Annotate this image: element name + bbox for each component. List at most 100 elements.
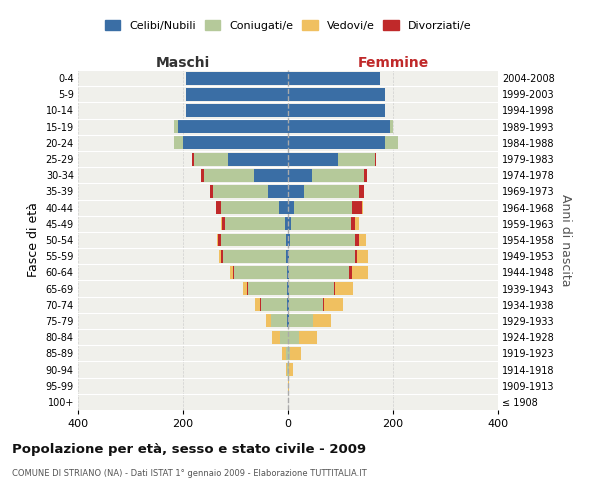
Bar	[338, 152, 374, 166]
Bar	[235, 266, 287, 279]
Bar	[288, 185, 304, 198]
Bar	[359, 185, 364, 198]
Bar	[287, 314, 288, 328]
Bar	[248, 282, 287, 295]
Bar	[222, 218, 225, 230]
Bar	[288, 298, 289, 311]
Bar	[247, 282, 248, 295]
Bar	[355, 234, 359, 246]
Bar	[227, 152, 288, 166]
Bar	[288, 152, 338, 166]
Bar	[288, 104, 385, 117]
Bar	[289, 250, 355, 262]
Bar	[288, 347, 290, 360]
Bar	[221, 250, 223, 262]
Bar	[173, 120, 178, 133]
Y-axis label: Anni di nascita: Anni di nascita	[559, 194, 572, 286]
Bar	[183, 136, 288, 149]
Bar	[290, 347, 301, 360]
Bar	[287, 298, 288, 311]
Bar	[244, 282, 247, 295]
Bar	[193, 152, 227, 166]
Bar	[286, 234, 288, 246]
Bar	[271, 314, 287, 328]
Bar	[288, 330, 299, 344]
Bar	[286, 363, 287, 376]
Bar	[213, 185, 268, 198]
Bar	[278, 201, 288, 214]
Bar	[289, 266, 349, 279]
Bar	[215, 201, 221, 214]
Bar	[288, 201, 295, 214]
Bar	[288, 250, 289, 262]
Bar	[178, 120, 288, 133]
Bar	[352, 266, 368, 279]
Bar	[202, 169, 204, 181]
Bar	[217, 234, 218, 246]
Bar	[335, 282, 353, 295]
Bar	[288, 314, 289, 328]
Bar	[290, 218, 351, 230]
Bar	[210, 185, 213, 198]
Bar	[272, 330, 280, 344]
Y-axis label: Fasce di età: Fasce di età	[27, 202, 40, 278]
Bar	[351, 218, 355, 230]
Bar	[287, 363, 288, 376]
Bar	[288, 234, 290, 246]
Bar	[288, 282, 289, 295]
Bar	[323, 298, 324, 311]
Bar	[355, 250, 358, 262]
Bar	[288, 169, 311, 181]
Bar	[288, 266, 289, 279]
Bar	[349, 266, 352, 279]
Bar	[359, 234, 366, 246]
Bar	[286, 218, 288, 230]
Bar	[334, 282, 335, 295]
Bar	[230, 266, 233, 279]
Bar	[385, 136, 398, 149]
Bar	[355, 218, 359, 230]
Bar	[221, 201, 278, 214]
Bar	[290, 234, 355, 246]
Text: Femmine: Femmine	[358, 56, 428, 70]
Bar	[282, 347, 286, 360]
Bar	[254, 169, 288, 181]
Bar	[260, 298, 287, 311]
Text: Popolazione per età, sesso e stato civile - 2009: Popolazione per età, sesso e stato civil…	[12, 442, 366, 456]
Bar	[288, 72, 380, 85]
Bar	[361, 201, 363, 214]
Bar	[221, 234, 286, 246]
Bar	[280, 330, 288, 344]
Bar	[185, 72, 288, 85]
Bar	[288, 363, 289, 376]
Bar	[225, 218, 286, 230]
Bar	[374, 152, 376, 166]
Bar	[185, 104, 288, 117]
Bar	[287, 282, 288, 295]
Bar	[288, 120, 391, 133]
Bar	[218, 234, 221, 246]
Bar	[311, 169, 364, 181]
Bar	[289, 314, 313, 328]
Bar	[299, 330, 317, 344]
Bar	[223, 250, 286, 262]
Bar	[289, 282, 334, 295]
Bar	[204, 169, 254, 181]
Bar	[352, 201, 361, 214]
Bar	[304, 185, 359, 198]
Text: COMUNE DI STRIANO (NA) - Dati ISTAT 1° gennaio 2009 - Elaborazione TUTTITALIA.IT: COMUNE DI STRIANO (NA) - Dati ISTAT 1° g…	[12, 469, 367, 478]
Bar	[288, 88, 385, 101]
Bar	[185, 88, 288, 101]
Bar	[219, 250, 221, 262]
Bar	[173, 136, 183, 149]
Bar	[288, 379, 289, 392]
Bar	[358, 250, 368, 262]
Bar	[289, 298, 323, 311]
Bar	[391, 120, 393, 133]
Bar	[324, 298, 343, 311]
Bar	[233, 266, 235, 279]
Bar	[313, 314, 331, 328]
Bar	[286, 250, 288, 262]
Bar	[289, 363, 293, 376]
Legend: Celibi/Nubili, Coniugati/e, Vedovi/e, Divorziati/e: Celibi/Nubili, Coniugati/e, Vedovi/e, Di…	[100, 16, 476, 35]
